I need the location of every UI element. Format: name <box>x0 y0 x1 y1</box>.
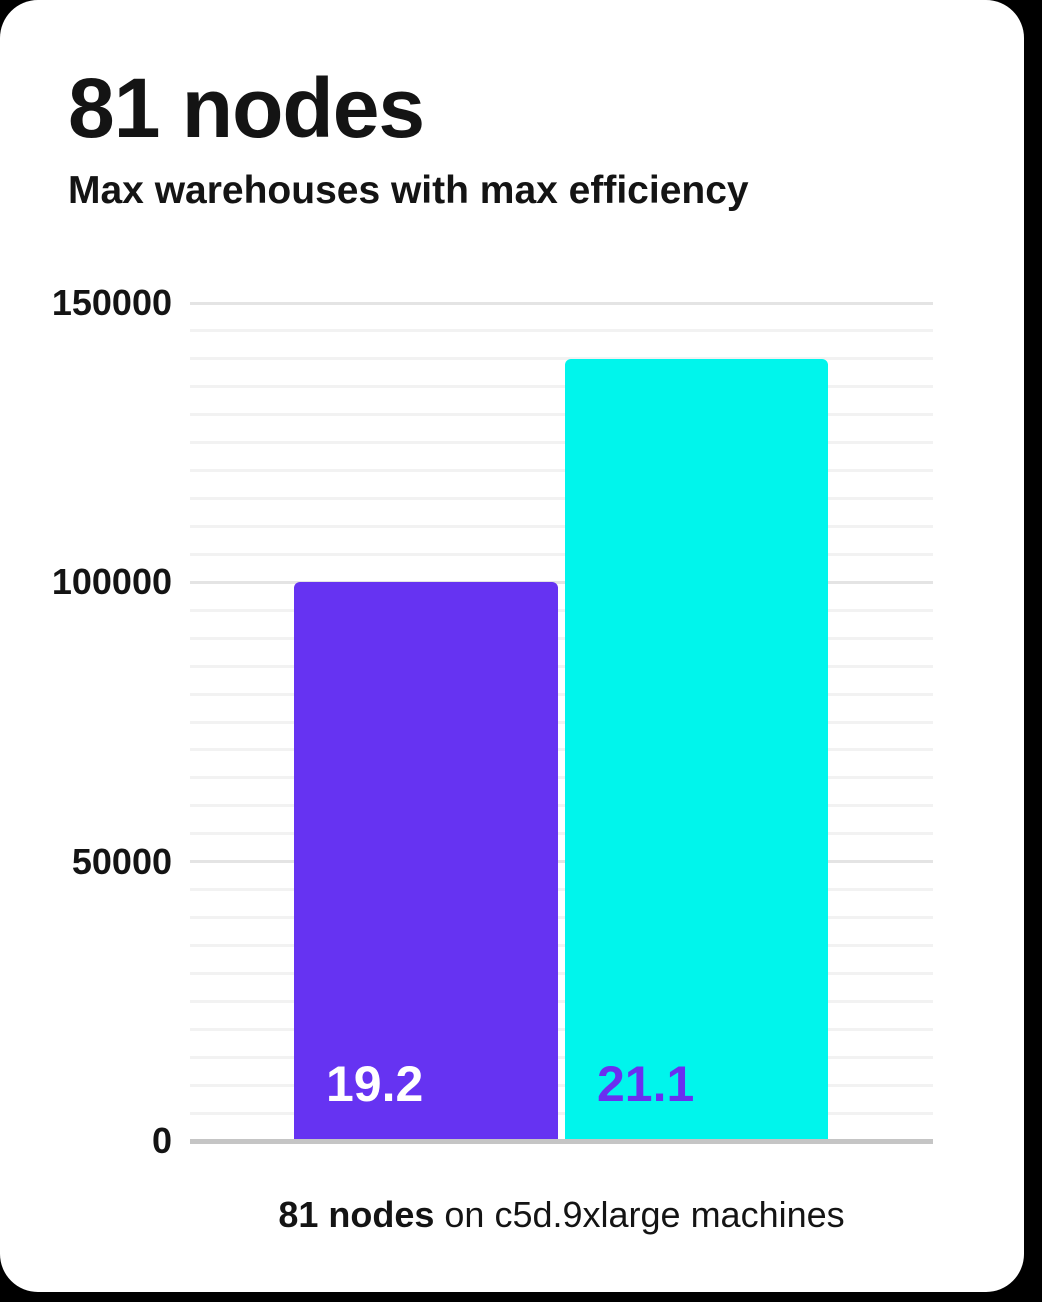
y-axis-tick-label: 150000 <box>51 282 172 323</box>
gridline-minor <box>190 636 933 640</box>
y-axis-tick-label: 50000 <box>71 840 172 882</box>
gridline-minor <box>190 524 933 528</box>
gridline-minor <box>190 999 933 1003</box>
chart-card: 81 nodes Max warehouses with max efficie… <box>0 0 1024 1292</box>
gridline-minor <box>190 441 933 445</box>
bar-19-2: 19.2 <box>294 581 558 1139</box>
bar-21-1: 21.1 <box>565 358 828 1139</box>
page-subtitle: Max warehouses with max efficiency <box>68 169 749 212</box>
gridline-minor <box>190 497 933 501</box>
gridline-minor <box>190 329 933 333</box>
page-title: 81 nodes <box>68 61 425 155</box>
gridline-minor <box>190 692 933 696</box>
gridline-minor <box>190 1083 933 1087</box>
gridline-major <box>190 301 933 305</box>
gridline-minor <box>190 888 933 892</box>
gridline-minor <box>190 1027 933 1031</box>
gridline-minor <box>190 413 933 417</box>
bar-value-label: 19.2 <box>326 1055 424 1112</box>
gridline-minor <box>190 1055 933 1059</box>
caption: 81 nodes on c5d.9xlarge machines <box>190 1194 933 1236</box>
caption-bold: 81 nodes <box>278 1194 435 1235</box>
gridline-minor <box>190 832 933 836</box>
gridline-major <box>190 580 933 584</box>
gridline-major <box>190 860 933 864</box>
x-axis-line <box>190 1138 933 1144</box>
gridline-minor <box>190 776 933 780</box>
plot-area: 19.2 21.1 <box>190 301 933 1144</box>
gridline-minor <box>190 357 933 361</box>
gridline-minor <box>190 1111 933 1115</box>
bar-value-label: 21.1 <box>597 1055 695 1112</box>
y-axis-tick-label: 0 <box>151 1120 172 1161</box>
gridline-minor <box>190 720 933 724</box>
gridline-minor <box>190 608 933 612</box>
gridline-minor <box>190 971 933 975</box>
gridline-minor <box>190 469 933 473</box>
gridline-minor <box>190 385 933 389</box>
caption-rest: on c5d.9xlarge machines <box>434 1194 845 1235</box>
gridline-minor <box>190 804 933 808</box>
y-axis-tick-label: 100000 <box>51 561 172 603</box>
gridline-minor <box>190 943 933 947</box>
gridline-minor <box>190 748 933 752</box>
gridline-minor <box>190 664 933 668</box>
gridline-minor <box>190 916 933 920</box>
gridline-minor <box>190 552 933 556</box>
